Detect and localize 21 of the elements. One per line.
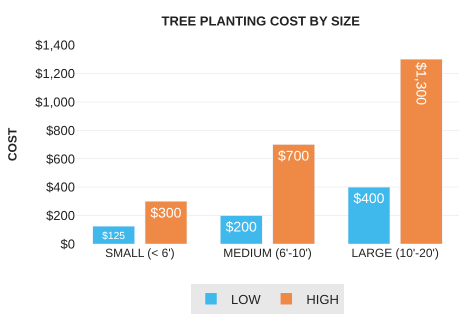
- data-label: $1,300: [413, 62, 430, 106]
- y-tick-label: $1,400: [35, 38, 75, 53]
- data-label: $125: [102, 230, 126, 242]
- x-tick-label: LARGE (10'-20'): [352, 246, 439, 260]
- x-tick-label: MEDIUM (6'-10'): [223, 246, 312, 260]
- y-tick-label: $1,000: [35, 94, 75, 110]
- y-tick-label: $200: [46, 208, 75, 224]
- y-axis-title: COST: [6, 127, 20, 162]
- chart-title: TREE PLANTING COST BY SIZE: [162, 13, 360, 28]
- data-label: $200: [226, 218, 258, 235]
- legend-label: LOW: [231, 292, 262, 307]
- data-label: $700: [278, 148, 310, 164]
- y-tick-label: $0: [60, 236, 75, 252]
- y-tick-label: $1,200: [35, 66, 75, 81]
- y-tick-label: $400: [46, 180, 75, 195]
- x-tick-label: SMALL (< 6'): [105, 246, 175, 260]
- y-tick-label: $800: [46, 122, 75, 138]
- legend-label: HIGH: [306, 292, 339, 307]
- y-tick-label: $600: [46, 151, 75, 166]
- data-label: $300: [150, 204, 182, 220]
- data-label: $400: [353, 190, 385, 206]
